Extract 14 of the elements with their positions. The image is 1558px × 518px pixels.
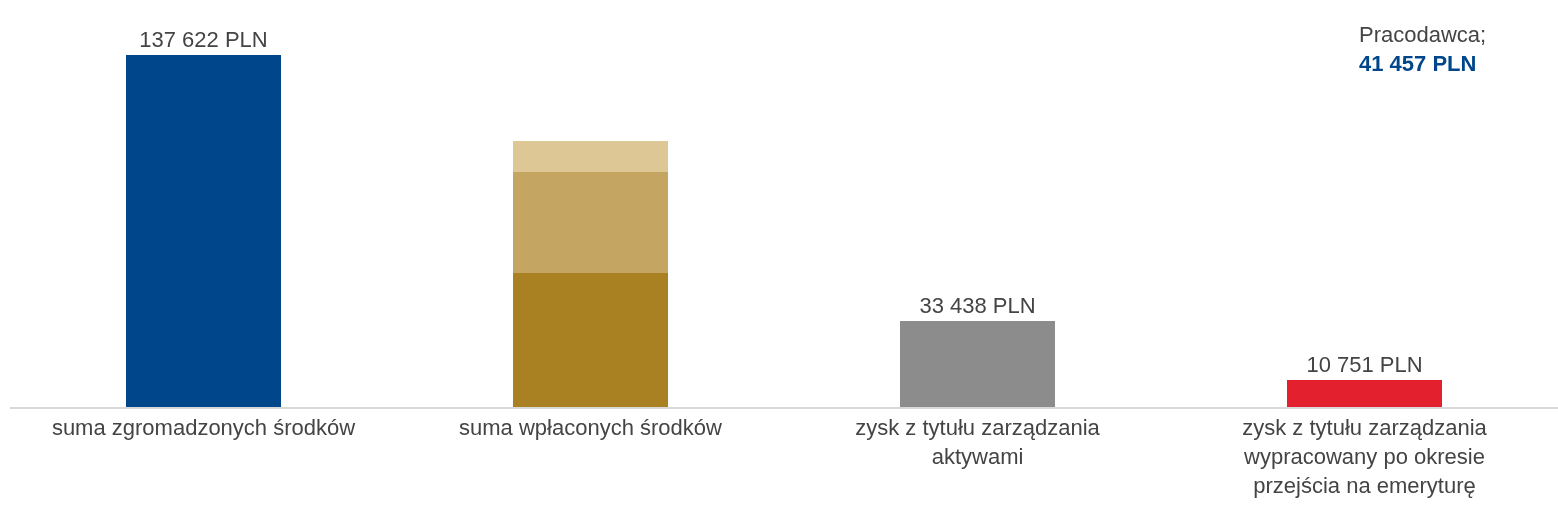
bar [513,141,668,172]
data-label: 137 622 PLN [139,27,268,52]
bar [1287,379,1442,407]
x-tick-label: suma wpłaconych środków [459,415,723,441]
bar [126,55,281,407]
x-tick-label: zysk z tytułu zarządzania aktywami [855,415,1101,469]
data-label: 10 751 PLN [1306,351,1423,377]
x-tick-label: suma zgromadzonych środków [51,415,356,441]
data-label: 33 438 PLN [919,293,1036,319]
x-tick-label: zysk z tytułu zarządzania wypracowany po okresie przejścia na emeryturę [1242,415,1488,498]
bar [900,321,1055,407]
bar [513,171,668,273]
annotation: Pracodawca; 41 457 PLN [1359,22,1487,76]
bar [513,272,668,407]
